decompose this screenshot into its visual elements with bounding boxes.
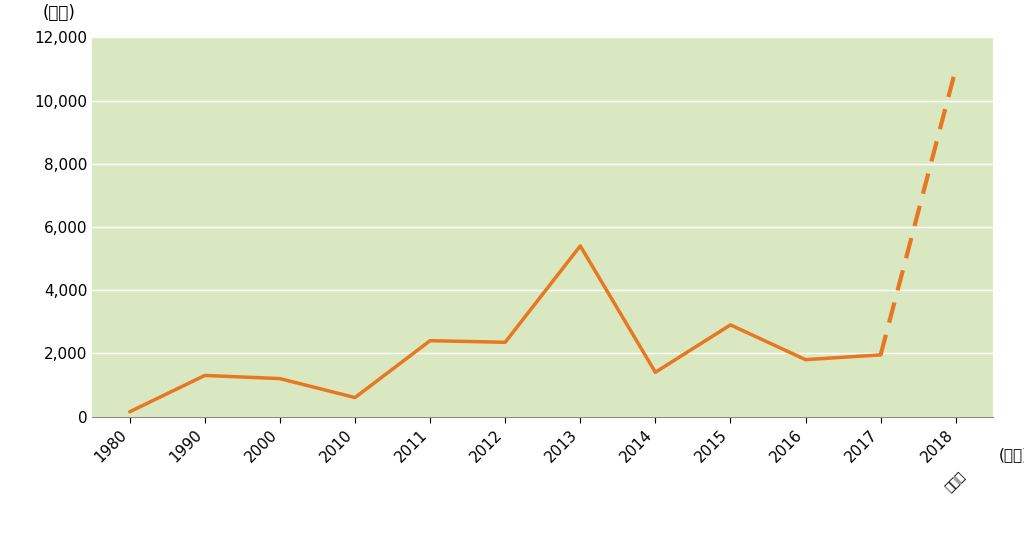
Text: 見込み: 見込み <box>943 469 969 494</box>
Text: (年度): (年度) <box>998 447 1024 462</box>
Text: (億円): (億円) <box>43 4 76 22</box>
